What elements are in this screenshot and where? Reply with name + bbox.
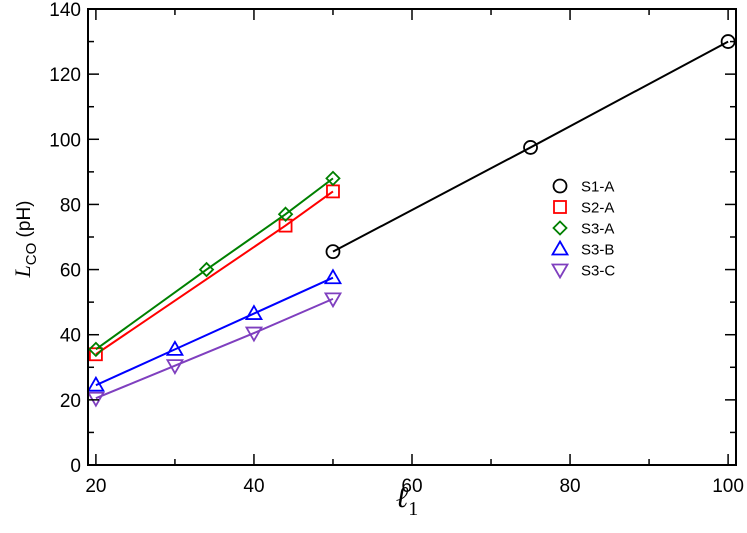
x-axis-title: ℓ1: [396, 481, 419, 520]
legend-marker: [553, 200, 567, 214]
series-line: [95, 276, 334, 387]
x-tick-label: 100: [712, 476, 744, 497]
x-tick-label: 40: [243, 476, 264, 497]
series-s2-a: [89, 184, 340, 362]
data-point: [244, 326, 264, 343]
y-tick-label: 60: [60, 261, 81, 282]
data-point: [86, 375, 105, 392]
legend-marker: [552, 220, 568, 236]
data-point: [323, 292, 343, 309]
data-point: [165, 340, 184, 356]
series-line: [95, 190, 334, 356]
data-point: [198, 261, 215, 278]
y-tick-label: 80: [60, 195, 81, 216]
y-axis-title: LCO (pH): [10, 201, 40, 279]
x-tick-label: 20: [85, 476, 106, 497]
legend-item: S1-A: [552, 178, 614, 196]
legend-label: S3-C: [581, 263, 615, 280]
legend-marker: [550, 263, 570, 280]
series-s3-c: [86, 292, 343, 408]
y-tick-label: 20: [60, 391, 81, 412]
plot-frame: [87, 8, 737, 466]
y-tick-label: 120: [49, 65, 81, 86]
legend-item: S2-A: [553, 200, 614, 217]
y-tick-label: 0: [70, 456, 81, 477]
legend-item: S3-B: [550, 239, 614, 259]
data-point: [523, 140, 538, 155]
series-line: [332, 40, 729, 253]
legend-label: S3-A: [581, 221, 614, 238]
series-line: [95, 177, 334, 351]
legend-label: S2-A: [581, 200, 614, 217]
legend-item: S3-A: [552, 220, 614, 238]
data-point: [88, 341, 104, 358]
legend-label: S1-A: [581, 179, 614, 196]
legend: S1-A S2-A S3-A S3-B S3-C: [550, 178, 615, 280]
series-s3-a: [88, 170, 341, 358]
data-point: [277, 206, 294, 222]
data-point: [165, 359, 184, 375]
data-point: [325, 170, 341, 187]
y-tick-label: 100: [49, 130, 81, 151]
data-point: [244, 304, 264, 320]
y-tick-label: 140: [49, 0, 81, 21]
legend-item: S3-C: [550, 263, 615, 280]
series-s3-b: [86, 268, 343, 392]
legend-marker: [552, 178, 568, 194]
series-layer: [86, 34, 736, 408]
data-point: [323, 268, 343, 285]
x-tick-label: 80: [559, 476, 580, 497]
x-tick-label: 60: [401, 476, 422, 497]
legend-marker: [550, 239, 570, 256]
legend-label: S3-B: [581, 242, 614, 259]
series-line: [95, 297, 334, 400]
series-s1-a: [325, 34, 736, 260]
data-point: [325, 244, 341, 260]
y-tick-label: 40: [60, 326, 81, 347]
